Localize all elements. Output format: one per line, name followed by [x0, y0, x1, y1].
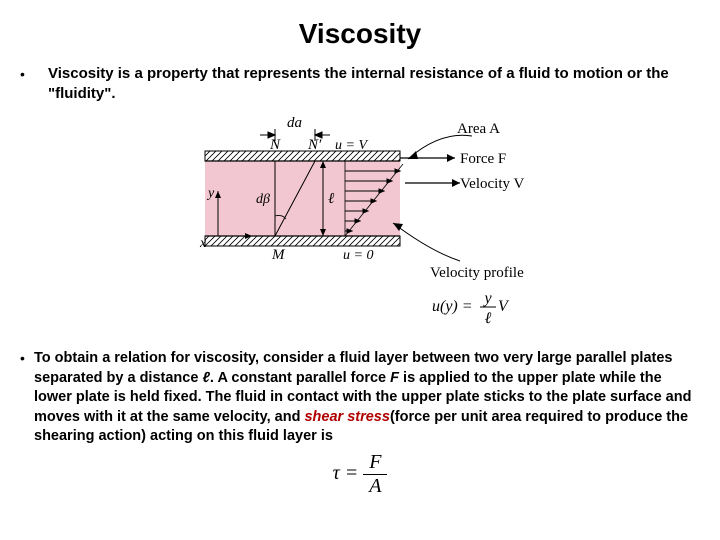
bullet-1-text: Viscosity is a property that represents …	[48, 64, 700, 103]
viscosity-diagram: da dβ ℓ N	[20, 111, 700, 341]
label-Nprime: N′	[307, 137, 322, 153]
label-velV: Velocity V	[460, 176, 524, 192]
label-uV: u = V	[335, 138, 368, 153]
label-frden: ℓ	[485, 310, 492, 327]
label-vprof: Velocity profile	[430, 265, 524, 281]
label-x: x	[199, 236, 207, 251]
shear-stress-term: shear stress	[304, 409, 389, 425]
formula-den: A	[363, 475, 387, 498]
label-da: da	[287, 115, 302, 131]
label-areaA: Area A	[457, 121, 500, 137]
lower-F: F	[390, 370, 399, 386]
label-Vsuffix: V	[498, 298, 510, 315]
label-ueq: u(y) =	[432, 298, 473, 315]
label-y: y	[206, 186, 215, 201]
label-N: N	[269, 137, 281, 153]
label-u0: u = 0	[343, 248, 373, 263]
bullet-2-text: To obtain a relation for viscosity, cons…	[34, 349, 700, 447]
slide-title: Viscosity	[20, 18, 700, 50]
lower-ell: ℓ	[202, 370, 209, 386]
bullet-dot-2: •	[20, 349, 34, 368]
label-ell: ℓ	[328, 191, 334, 207]
shear-formula: τ = F A	[20, 451, 700, 498]
label-M: M	[271, 247, 286, 263]
label-dbeta: dβ	[256, 192, 270, 207]
label-forceF: Force F	[460, 151, 506, 167]
lower-mid1: . A constant parallel force	[210, 370, 390, 386]
formula-lhs: τ =	[333, 462, 364, 484]
bullet-dot: •	[20, 64, 48, 82]
label-frnum: y	[482, 290, 492, 307]
bullet-1: • Viscosity is a property that represent…	[20, 64, 700, 103]
formula-num: F	[363, 451, 387, 475]
bullet-2: • To obtain a relation for viscosity, co…	[20, 349, 700, 447]
